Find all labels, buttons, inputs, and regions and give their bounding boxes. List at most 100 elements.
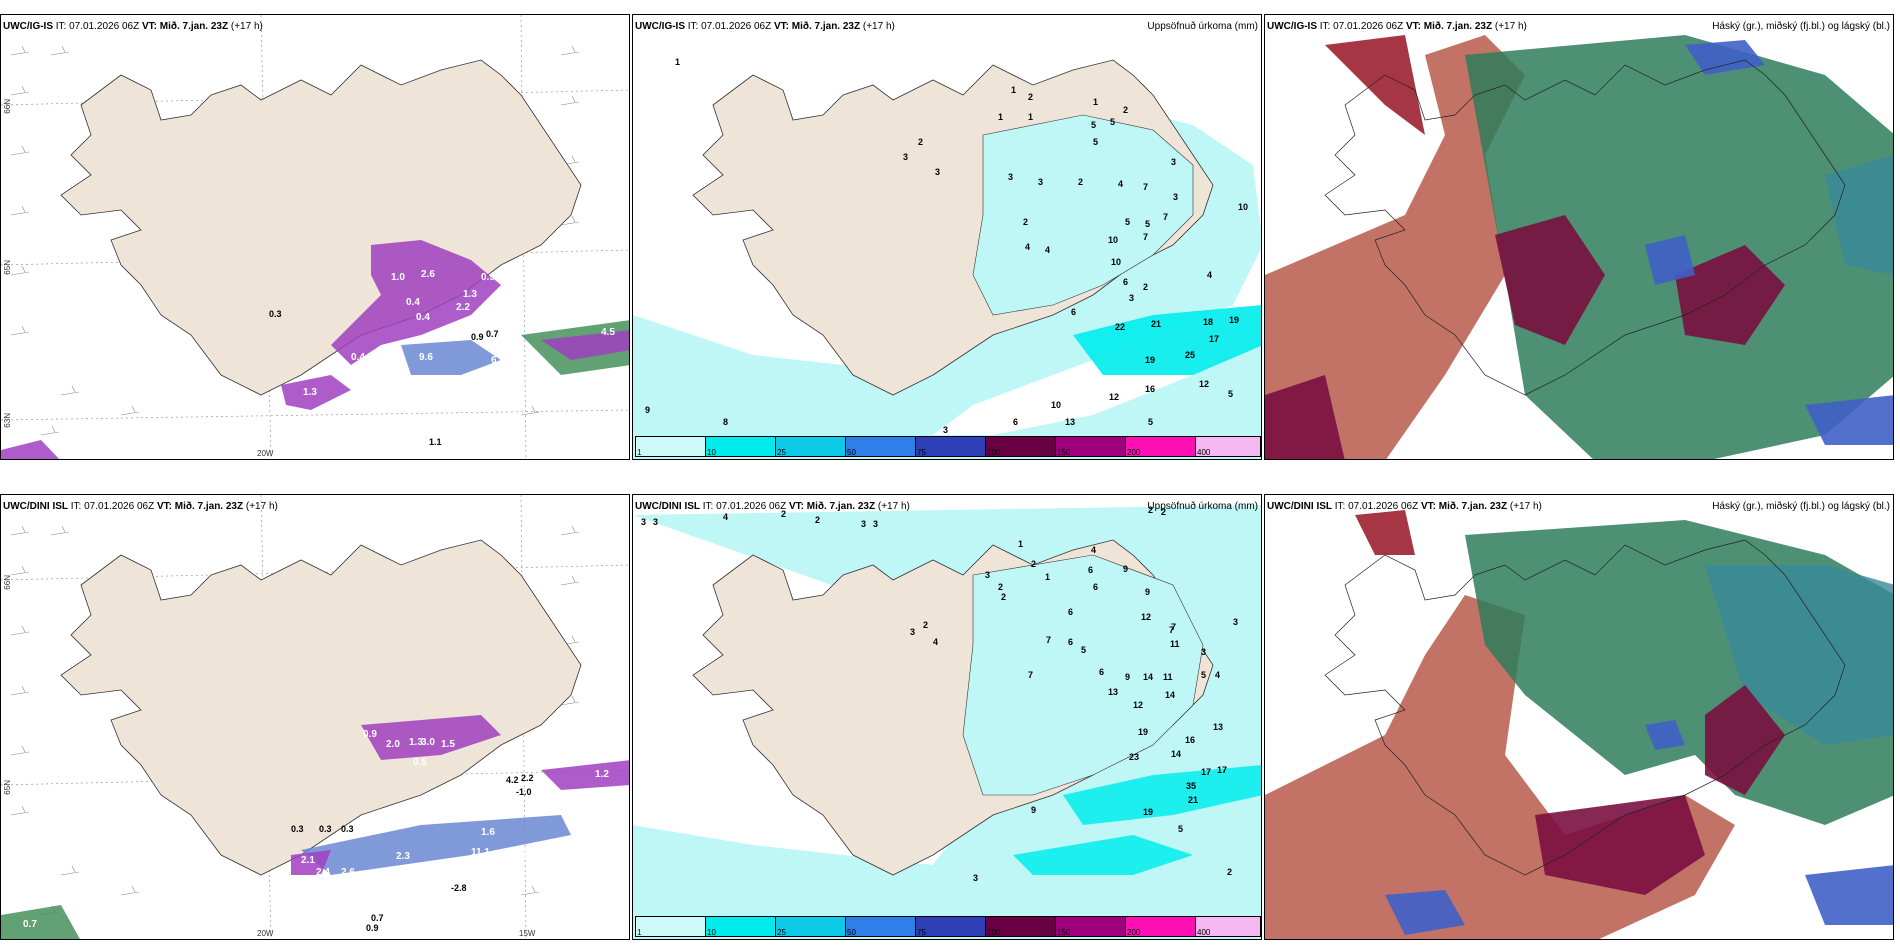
svg-text:6: 6 [1088, 565, 1093, 575]
svg-text:2: 2 [1023, 217, 1028, 227]
svg-text:35: 35 [1186, 781, 1196, 791]
svg-text:6: 6 [1093, 582, 1098, 592]
svg-text:16: 16 [1185, 735, 1195, 745]
cb-cell: 25 [776, 917, 846, 937]
panel-header: UWC/IG-IS IT: 07.01.2026 06Z VT: Mið. 7.… [635, 21, 895, 32]
svg-text:5: 5 [1228, 389, 1233, 399]
svg-text:19: 19 [1145, 355, 1155, 365]
svg-text:2: 2 [1148, 505, 1153, 515]
svg-text:4: 4 [1207, 270, 1212, 280]
svg-text:0.7: 0.7 [371, 913, 384, 923]
svg-text:0.4: 0.4 [406, 297, 420, 308]
svg-text:3: 3 [1173, 192, 1178, 202]
svg-text:3: 3 [973, 873, 978, 883]
svg-text:5: 5 [1201, 670, 1206, 680]
svg-text:3: 3 [935, 167, 940, 177]
panel-header: UWC/DINI ISL IT: 07.01.2026 06Z VT: Mið.… [635, 501, 910, 512]
svg-text:5: 5 [1178, 824, 1183, 834]
precip-colorbar: 1 10 25 50 75 100 150 200 400 [635, 436, 1261, 457]
svg-text:2.6: 2.6 [341, 867, 355, 878]
lat-tick: 66N [3, 99, 12, 114]
panel-header: UWC/DINI ISL IT: 07.01.2026 06Z VT: Mið.… [3, 501, 278, 512]
svg-text:2: 2 [1031, 559, 1036, 569]
svg-text:6: 6 [1123, 277, 1128, 287]
svg-text:2: 2 [1123, 105, 1128, 115]
svg-text:1: 1 [675, 57, 680, 67]
svg-text:11: 11 [1170, 639, 1180, 649]
svg-text:4.2: 4.2 [506, 775, 519, 785]
cb-cell: 10 [706, 917, 776, 937]
panel-clouds-dini: UWC/DINI ISL IT: 07.01.2026 06Z VT: Mið.… [1264, 494, 1894, 940]
svg-text:25: 25 [1185, 350, 1195, 360]
svg-text:4: 4 [1045, 245, 1050, 255]
svg-text:0.3: 0.3 [366, 377, 380, 388]
svg-text:2.0: 2.0 [386, 739, 400, 750]
svg-text:2: 2 [1161, 507, 1166, 517]
svg-text:7: 7 [1046, 635, 1051, 645]
svg-text:1: 1 [1093, 97, 1098, 107]
precip-colorbar: 1 10 25 50 75 100 150 200 400 [635, 916, 1261, 937]
svg-text:0.9: 0.9 [363, 729, 377, 740]
svg-text:4: 4 [1118, 179, 1123, 189]
svg-text:4.5: 4.5 [601, 327, 615, 338]
svg-text:19: 19 [1138, 727, 1148, 737]
svg-text:3: 3 [943, 425, 948, 435]
cb-cell: 10 [706, 437, 776, 457]
svg-text:7: 7 [1028, 670, 1033, 680]
svg-text:5: 5 [1110, 117, 1115, 127]
svg-text:10: 10 [1111, 257, 1121, 267]
svg-text:12: 12 [1109, 392, 1119, 402]
svg-text:0.5: 0.5 [401, 867, 415, 878]
panel-title: Háský (gr.), miðský (fj.bl.) og lágský (… [1712, 21, 1890, 32]
svg-text:2: 2 [1143, 282, 1148, 292]
svg-text:3: 3 [653, 517, 658, 527]
svg-text:5: 5 [1091, 120, 1096, 130]
svg-text:3: 3 [903, 152, 908, 162]
svg-text:6: 6 [1068, 637, 1073, 647]
svg-text:1: 1 [1018, 539, 1023, 549]
panel-title: Uppsöfnuð úrkoma (mm) [1147, 21, 1258, 32]
lon-tick: 20W [257, 449, 274, 458]
svg-text:5.7: 5.7 [521, 849, 535, 860]
svg-text:3: 3 [1008, 172, 1013, 182]
svg-text:-2.8: -2.8 [451, 883, 467, 893]
svg-text:19: 19 [1143, 807, 1153, 817]
map-wind-temp: 0.9 2.0 1.3 3.0 1.5 0.5 0.3 0.3 0.3 2.3 … [1, 495, 629, 939]
svg-text:3: 3 [1038, 177, 1043, 187]
svg-text:2: 2 [815, 515, 820, 525]
svg-text:12: 12 [1199, 379, 1209, 389]
svg-text:1: 1 [1028, 112, 1033, 122]
svg-text:4: 4 [1025, 242, 1030, 252]
map-precip: 1 3 2 1 2 1 1 1 5 2 3 5 5 3 3 2 3 4 7 5 … [633, 57, 1261, 459]
lat-tick: 65N [3, 780, 12, 795]
svg-text:1.3: 1.3 [409, 737, 423, 748]
svg-text:1.4: 1.4 [546, 373, 560, 384]
panel-title: Uppsöfnuð úrkoma (mm) [1147, 501, 1258, 512]
svg-text:3: 3 [1129, 293, 1134, 303]
svg-text:22: 22 [1115, 322, 1125, 332]
svg-text:2.2: 2.2 [521, 773, 534, 783]
svg-text:3: 3 [873, 519, 878, 529]
svg-text:1.3: 1.3 [463, 289, 477, 300]
svg-text:9: 9 [645, 405, 650, 415]
lon-tick: 20W [257, 929, 274, 938]
svg-text:12: 12 [1133, 700, 1143, 710]
cb-cell: 200 [1126, 437, 1196, 457]
svg-text:5: 5 [1093, 137, 1098, 147]
svg-text:5: 5 [1081, 645, 1086, 655]
svg-text:14: 14 [1143, 672, 1153, 682]
svg-text:13: 13 [1213, 722, 1223, 732]
svg-text:2.2: 2.2 [456, 302, 470, 313]
value-labels: 1.0 2.6 0.9 1.3 0.4 2.2 0.4 0.3 0.4 9.6 … [269, 269, 615, 447]
svg-text:3: 3 [1233, 617, 1238, 627]
svg-text:0.4: 0.4 [416, 312, 430, 323]
svg-text:7: 7 [1171, 622, 1176, 632]
svg-text:2: 2 [1001, 592, 1006, 602]
precip-magenta-band [331, 240, 501, 365]
svg-text:2: 2 [923, 620, 928, 630]
svg-text:21: 21 [1188, 795, 1198, 805]
panel-wind-temp-igis: 1.0 2.6 0.9 1.3 0.4 2.2 0.4 0.3 0.4 9.6 … [0, 14, 630, 460]
svg-text:18: 18 [1203, 317, 1213, 327]
cb-cell: 1 [636, 917, 706, 937]
svg-text:2.6: 2.6 [421, 269, 435, 280]
